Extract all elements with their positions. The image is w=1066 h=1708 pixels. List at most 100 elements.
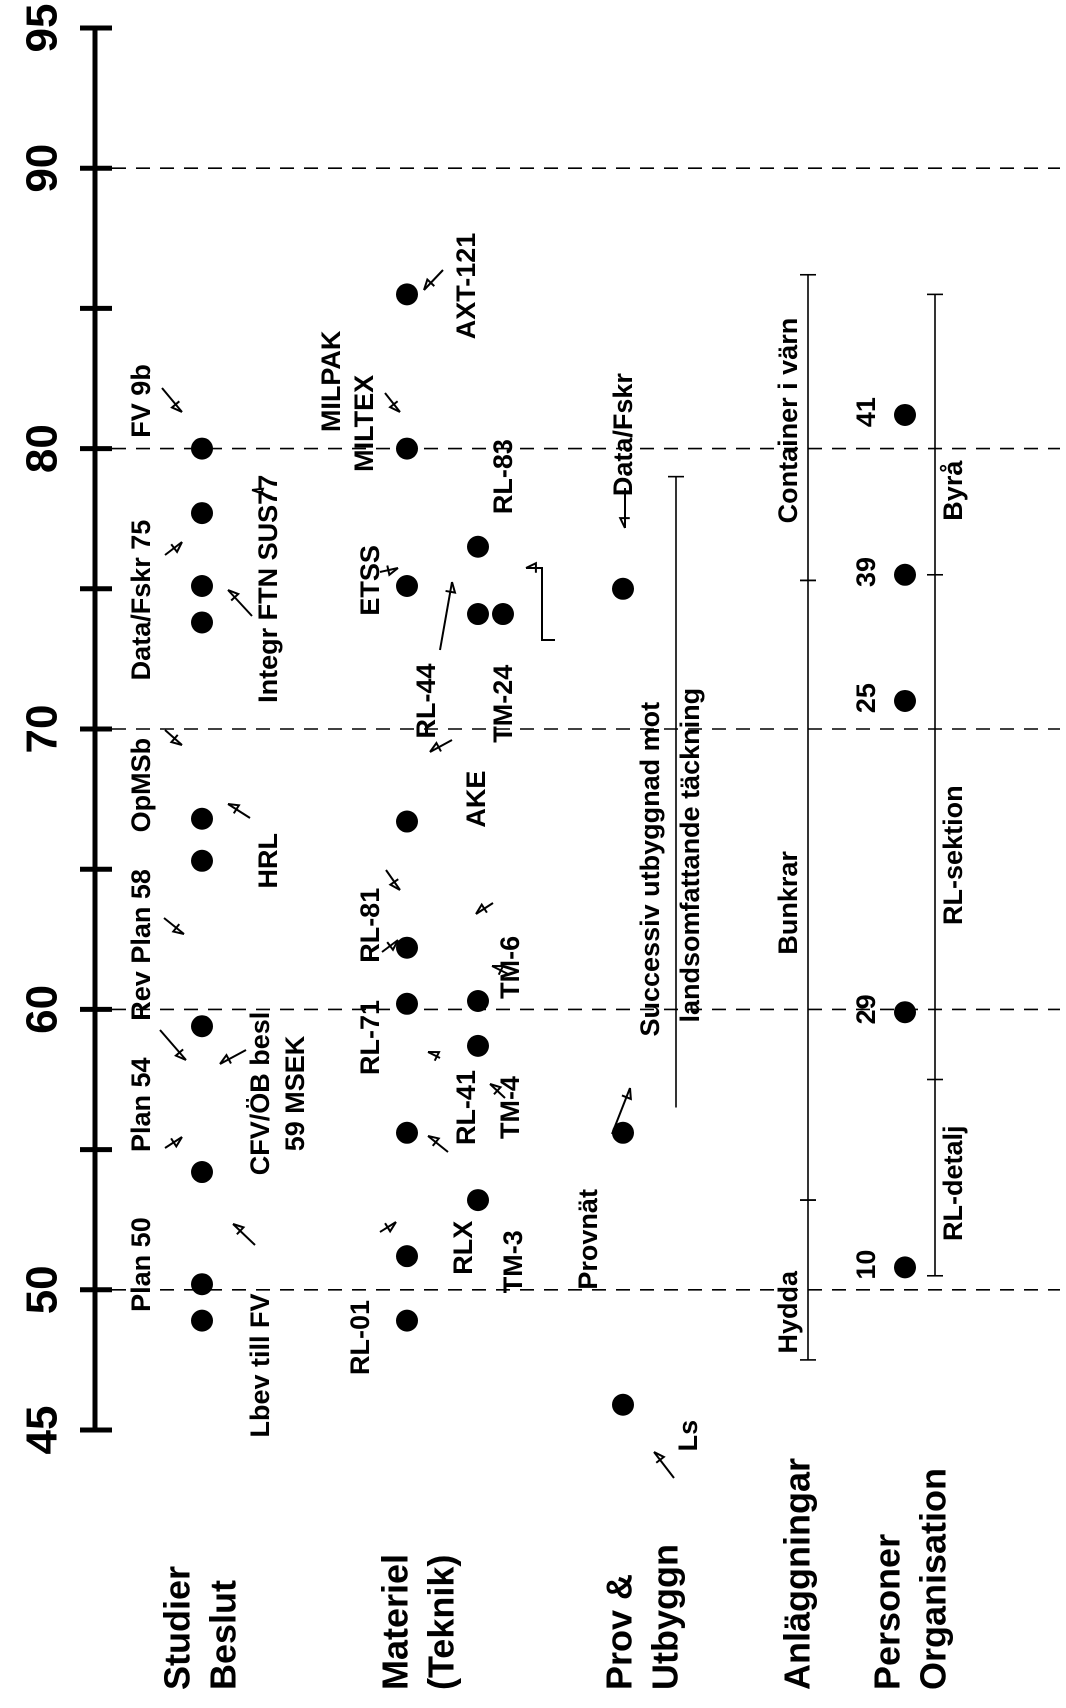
event-label: 39	[851, 557, 881, 587]
event-label: TM-6	[495, 936, 525, 999]
axis-tick-label: 95	[18, 4, 67, 53]
event-label: Integr FTN SUS77	[253, 475, 283, 703]
pointer-arrow	[439, 581, 453, 651]
pointer-arrow	[611, 1087, 631, 1135]
pointer-arrow	[219, 1049, 247, 1065]
arrowhead	[475, 902, 488, 915]
event-dot	[191, 1015, 213, 1038]
event-label: MILTEX	[349, 375, 379, 472]
event-label: Plan 50	[126, 1217, 156, 1312]
event-label: MILPAK	[316, 330, 346, 432]
event-label: TM-3	[498, 1230, 528, 1293]
event-label: RL-81	[355, 888, 385, 963]
arrowhead	[429, 741, 442, 753]
axis-tick-label: 45	[18, 1406, 67, 1455]
gridlines	[112, 167, 1060, 1291]
event-dot	[467, 1034, 489, 1057]
arrowhead	[653, 1451, 666, 1464]
event-dot	[191, 1161, 213, 1184]
pointer-arrow	[159, 1029, 187, 1061]
category-label-studier: Beslut	[203, 1580, 244, 1690]
pointer-arrow	[653, 1451, 675, 1479]
event-label: Provnät	[573, 1189, 603, 1290]
event-dot	[894, 1001, 916, 1024]
arrowhead	[388, 400, 401, 413]
event-dot	[396, 936, 418, 959]
event-dot	[894, 1256, 916, 1279]
event-dot	[467, 1189, 489, 1212]
pointer-arrow	[227, 803, 251, 819]
arrowhead	[251, 487, 265, 499]
axis-tick-label: 60	[18, 985, 67, 1034]
category-label-studier: Studier	[157, 1566, 198, 1690]
arrowhead	[170, 541, 183, 554]
arrowhead	[423, 277, 435, 291]
pointer-arrow	[227, 589, 253, 617]
event-labels: Lbev till FV Plan 50 Plan 54 CFV/ÖB besl 59 …	[126, 233, 968, 1479]
arrowhead	[386, 939, 399, 952]
event-dot	[894, 403, 916, 426]
category-label-prov: Prov &	[599, 1574, 640, 1690]
pointer-arrow	[423, 269, 444, 291]
arrowhead	[618, 517, 630, 529]
event-label: HRL	[253, 833, 283, 889]
arrowhead	[489, 1083, 503, 1095]
span-label: Successiv utbyggnad mot	[635, 702, 665, 1037]
arrowhead	[384, 1221, 397, 1234]
event-dot	[396, 992, 418, 1015]
event-dot	[396, 437, 418, 460]
arrowhead	[427, 1051, 441, 1062]
category-label-personer: Personer	[867, 1534, 908, 1690]
pointer-arrow	[427, 1135, 449, 1153]
event-dot	[191, 502, 213, 525]
arrowhead	[169, 734, 183, 746]
event-label: 10	[851, 1250, 881, 1280]
arrowhead	[219, 1053, 232, 1065]
category-label-materiel: Materiel	[375, 1554, 416, 1690]
arrowhead	[491, 965, 505, 976]
event-dots	[191, 283, 916, 1416]
arrowhead	[174, 1048, 187, 1061]
event-label: RL-44	[411, 663, 441, 738]
event-label: FV 9b	[126, 364, 156, 438]
pointer-arrow	[384, 392, 401, 413]
event-label: Rev Plan 58	[126, 869, 156, 1021]
event-label: RL-01	[345, 1300, 375, 1375]
event-label: ETSS	[355, 545, 385, 616]
axis-tick-label: 80	[18, 424, 67, 473]
event-label: TM-24	[488, 665, 518, 743]
event-label: TM-4	[495, 1076, 525, 1139]
event-dot	[396, 283, 418, 306]
axis-tick-label: 50	[18, 1265, 67, 1314]
pointer-arrow	[161, 387, 183, 413]
arrowhead	[171, 923, 185, 935]
event-dot	[396, 1245, 418, 1268]
event-label: Ls	[673, 1420, 703, 1452]
arrowhead	[388, 878, 401, 891]
span-label: Byrå	[938, 460, 968, 521]
event-dot	[191, 849, 213, 872]
axis-tick-label: 70	[18, 705, 67, 754]
span-label: Bunkrar	[773, 851, 803, 955]
event-dot	[612, 1393, 634, 1416]
arrowhead	[427, 1135, 441, 1147]
arrowhead	[170, 1136, 183, 1149]
arrowhead	[445, 581, 457, 594]
event-dot	[191, 437, 213, 460]
event-dot	[492, 603, 514, 626]
pointer-arrow	[163, 917, 185, 935]
event-dot	[396, 574, 418, 597]
pointer-arrow	[429, 739, 453, 753]
event-label: OpMSb	[126, 738, 156, 833]
category-labels: Studier Beslut Materiel (Teknik) Prov & Utbyg…	[157, 1458, 954, 1690]
arrowhead	[227, 803, 241, 814]
pointer-arrow	[164, 729, 183, 746]
arrowhead	[386, 565, 399, 577]
event-label: RL-71	[355, 1000, 385, 1075]
event-dot	[467, 603, 489, 626]
event-label: Lbev till FV	[245, 1293, 275, 1437]
event-label: RL-41	[451, 1070, 481, 1145]
event-label: 41	[851, 397, 881, 427]
event-dot	[396, 1121, 418, 1144]
